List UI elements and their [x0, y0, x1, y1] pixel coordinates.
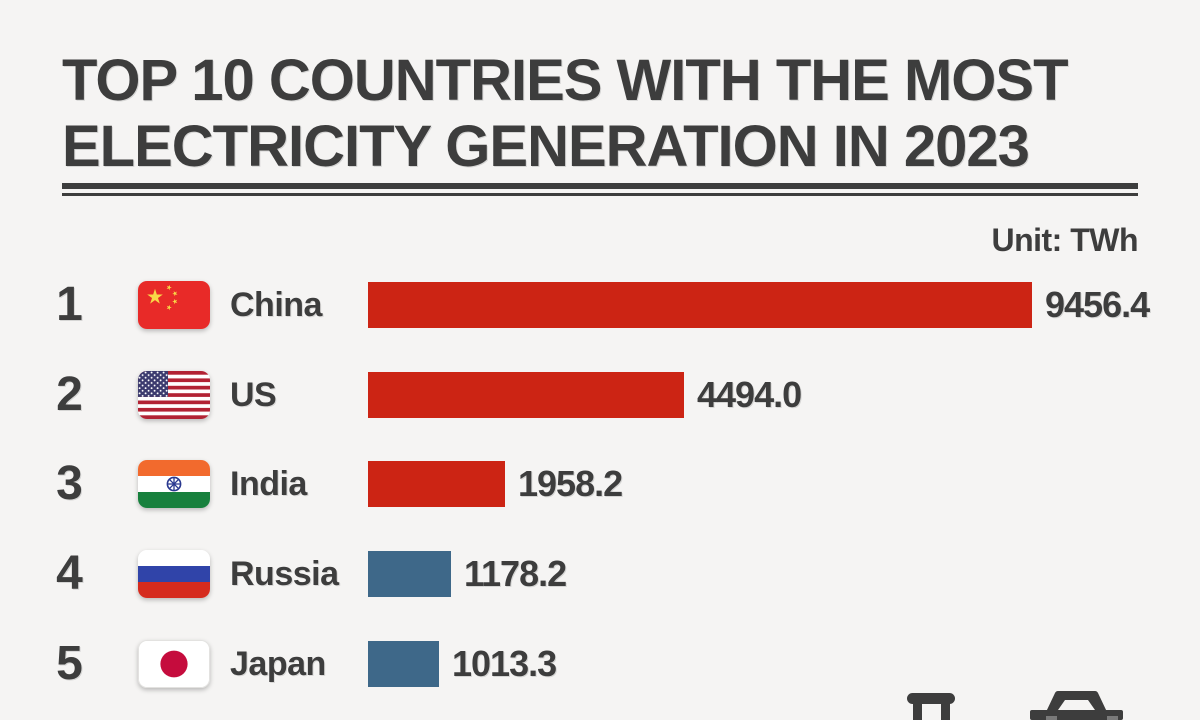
value-label: 1013.3: [452, 643, 557, 684]
rank-label: 2: [56, 368, 83, 421]
rank-label: 5: [56, 637, 83, 690]
japan-flag-icon: [138, 640, 210, 688]
unit-label: Unit: TWh: [991, 222, 1138, 258]
chart-row-china: 1 China 9456.4: [0, 281, 1200, 329]
value-bar: [368, 641, 439, 687]
rank-label: 3: [56, 457, 83, 510]
value-bar: [368, 551, 451, 597]
country-label: China: [230, 286, 322, 324]
china-flag-icon: [138, 281, 210, 329]
page-title-line1: TOP 10 COUNTRIES WITH THE MOST: [62, 48, 1069, 113]
country-label: US: [230, 376, 277, 414]
value-label: 1178.2: [464, 553, 567, 594]
country-label: Russia: [230, 555, 339, 593]
bottom-decoration: [900, 688, 1200, 720]
chart-row-russia: 4 Russia 1178.2: [0, 550, 1200, 598]
rank-label: 4: [56, 547, 83, 600]
power-plant-icon: [1030, 691, 1123, 720]
page-title: TOP 10 COUNTRIES WITH THE MOST ELECTRICI…: [62, 48, 1142, 180]
page-title-line2: ELECTRICITY GENERATION IN 2023: [62, 114, 1030, 179]
chart-row-us: 2: [0, 371, 1200, 419]
country-label: Japan: [230, 645, 326, 683]
chart-row-japan: 5 Japan 1013.3: [0, 640, 1200, 688]
value-label: 1958.2: [518, 463, 623, 504]
value-label: 9456.4: [1045, 284, 1150, 325]
title-underline-thick: [62, 183, 1138, 189]
russia-flag-icon: [138, 550, 210, 598]
rank-label: 1: [56, 278, 83, 331]
us-flag-icon: [138, 371, 210, 419]
country-label: India: [230, 465, 307, 503]
title-underline-thin: [62, 193, 1138, 196]
value-bar: [368, 282, 1032, 328]
value-bar: [368, 461, 505, 507]
value-bar: [368, 372, 684, 418]
chart-row-india: 3 India 1958.2: [0, 460, 1200, 508]
transmission-tower-icon: [907, 693, 955, 720]
value-label: 4494.0: [697, 374, 802, 415]
india-flag-icon: [138, 460, 210, 508]
